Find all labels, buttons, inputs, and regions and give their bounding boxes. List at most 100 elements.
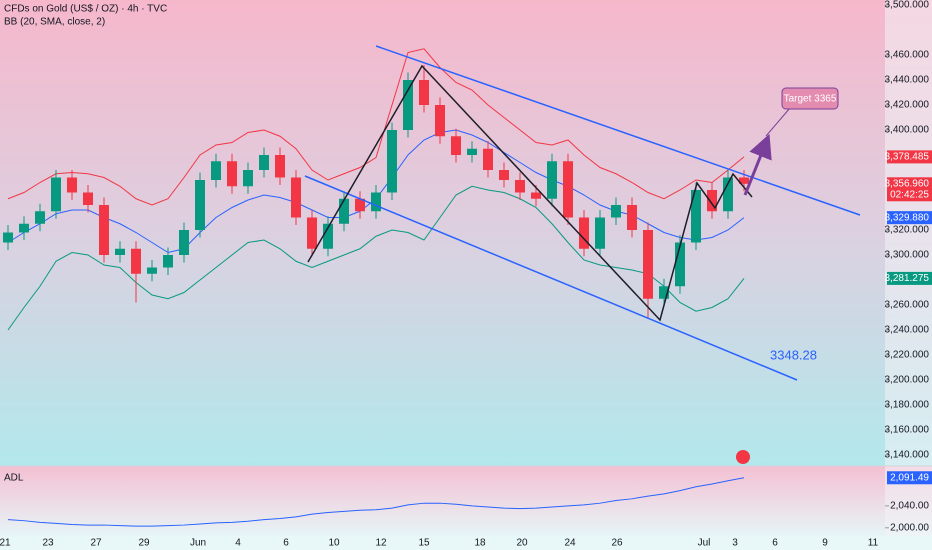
adl-title: ADL bbox=[4, 473, 24, 484]
y-tick-label: 2,040.00 bbox=[890, 501, 929, 512]
candle-body bbox=[67, 177, 77, 193]
x-label: Jul bbox=[698, 538, 711, 549]
x-label: 21 bbox=[0, 538, 11, 549]
plot: 3,140.000 3,160.000 3,180.000 3,200.000 3,22… bbox=[3, 0, 932, 533]
callout-line bbox=[765, 107, 791, 137]
channel-upper bbox=[375, 45, 861, 216]
candle-body bbox=[435, 105, 445, 137]
x-label: 12 bbox=[375, 538, 387, 549]
price-badge bbox=[887, 177, 932, 202]
price-badge-text: 2,091.49 bbox=[890, 472, 929, 483]
price-badge bbox=[887, 150, 932, 164]
candle-body bbox=[99, 205, 109, 255]
candle-body bbox=[227, 161, 237, 187]
band-lower bbox=[7, 185, 745, 331]
channel-lower bbox=[304, 175, 798, 381]
candle-body bbox=[147, 267, 157, 274]
candle-body bbox=[563, 161, 573, 218]
price-badge-text: 3,378.485 bbox=[885, 152, 930, 163]
candle-body bbox=[51, 177, 61, 212]
x-label: 4 bbox=[235, 538, 241, 549]
x-label: 27 bbox=[90, 538, 102, 549]
candle-body bbox=[659, 286, 669, 299]
y-tick-label: 3,240.000 bbox=[885, 325, 930, 336]
candle-body bbox=[195, 180, 205, 230]
price-badge bbox=[887, 211, 932, 225]
y-tick-label: 3,140.000 bbox=[885, 450, 930, 461]
target-text: Target 3365 bbox=[784, 94, 837, 105]
x-label: 18 bbox=[474, 538, 486, 549]
candle-body bbox=[387, 130, 397, 193]
x-label: 6 bbox=[772, 538, 778, 549]
candle-body bbox=[691, 190, 701, 243]
x-label: Jun bbox=[190, 538, 206, 549]
candle-body bbox=[611, 205, 621, 218]
x-label: 3 bbox=[732, 538, 738, 549]
candle-body bbox=[531, 192, 541, 199]
x-label: 10 bbox=[328, 538, 340, 549]
candle-body bbox=[35, 211, 45, 224]
candle-body bbox=[19, 223, 29, 233]
candle-body bbox=[643, 230, 653, 299]
candle-body bbox=[675, 242, 685, 287]
x-label: 9 bbox=[822, 538, 828, 549]
x-label: 29 bbox=[138, 538, 150, 549]
candle-body bbox=[499, 170, 509, 180]
candle-body bbox=[627, 205, 637, 230]
countdown: 02:42:25 bbox=[890, 189, 929, 200]
candle-body bbox=[131, 248, 141, 274]
candle-body bbox=[739, 177, 749, 184]
candle-body bbox=[515, 180, 525, 193]
x-label: 15 bbox=[418, 538, 430, 549]
x-label: 20 bbox=[516, 538, 528, 549]
y-tick-label: 3,160.000 bbox=[885, 425, 930, 436]
x-label: 11 bbox=[868, 538, 879, 549]
y-tick-label: 3,440.000 bbox=[885, 75, 930, 86]
y-tick-label: 3,180.000 bbox=[885, 400, 930, 411]
candle-body bbox=[547, 161, 557, 199]
x-label: 26 bbox=[611, 538, 623, 549]
x-labels: 21 23 27 29 Jun 4 6 10 12 15 18 20 24 26… bbox=[0, 538, 879, 549]
level-text: 3348.28 bbox=[770, 347, 817, 362]
candle-body bbox=[339, 198, 349, 224]
y-tick-label: 3,300.000 bbox=[885, 250, 930, 261]
candle-body bbox=[419, 80, 429, 105]
candle-body bbox=[115, 248, 125, 255]
candle-body bbox=[243, 170, 253, 187]
candle-body bbox=[323, 223, 333, 249]
y-tick-label: 3,460.000 bbox=[885, 50, 930, 61]
candle-body bbox=[483, 148, 493, 170]
candle-body bbox=[595, 217, 605, 249]
indicator: BB (20, SMA, close, 2) bbox=[4, 17, 105, 28]
candle-body bbox=[579, 217, 589, 249]
x-label: 23 bbox=[42, 538, 54, 549]
candle-body bbox=[3, 232, 13, 243]
y-tick-label: 3,260.000 bbox=[885, 300, 930, 311]
price-badge-text: 3,356.960 bbox=[885, 178, 930, 189]
y-tick-label: 3,420.000 bbox=[885, 100, 930, 111]
candle-body bbox=[179, 230, 189, 255]
candle-body bbox=[307, 217, 317, 249]
main-pane bbox=[0, 0, 932, 466]
candle-body bbox=[291, 177, 301, 218]
zigzag bbox=[307, 64, 753, 322]
y-tick-label: 3,500.000 bbox=[885, 0, 930, 11]
y-tick-label: 3,200.000 bbox=[885, 375, 930, 386]
price-axis bbox=[885, 0, 932, 536]
y-tick-label: 2,000.00 bbox=[890, 522, 929, 533]
band-upper bbox=[7, 48, 745, 206]
target-arrow bbox=[743, 133, 772, 196]
price-badge bbox=[887, 271, 932, 285]
symbol: CFDs on Gold (US$ / OZ) · 4h · TVC bbox=[4, 4, 167, 15]
price-badge-text: 3,281.275 bbox=[885, 273, 930, 284]
candle-body bbox=[467, 148, 477, 155]
target-callout bbox=[781, 87, 839, 110]
candle-body bbox=[451, 136, 461, 155]
candle-body bbox=[723, 177, 733, 212]
candle-body bbox=[163, 255, 173, 268]
candle-body bbox=[403, 80, 413, 130]
event-icon[interactable] bbox=[736, 450, 750, 464]
x-label: 6 bbox=[283, 538, 289, 549]
adl-line bbox=[7, 477, 745, 527]
